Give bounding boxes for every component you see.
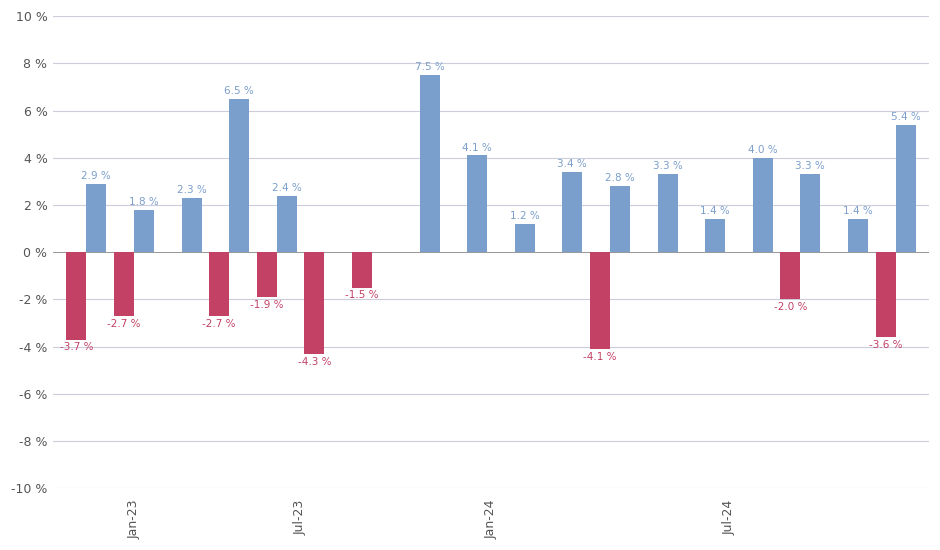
- Text: 2.9 %: 2.9 %: [82, 171, 111, 181]
- Bar: [276, 196, 297, 252]
- Bar: [562, 172, 583, 252]
- Text: 7.5 %: 7.5 %: [415, 62, 445, 72]
- Bar: [467, 156, 487, 252]
- Text: 4.0 %: 4.0 %: [748, 145, 777, 155]
- Text: 1.2 %: 1.2 %: [509, 211, 540, 221]
- Text: 1.8 %: 1.8 %: [129, 197, 159, 207]
- Bar: [67, 252, 86, 339]
- Bar: [419, 75, 440, 252]
- Text: 1.4 %: 1.4 %: [700, 206, 730, 216]
- Bar: [848, 219, 868, 252]
- Text: -2.7 %: -2.7 %: [202, 319, 236, 329]
- Bar: [610, 186, 630, 252]
- Text: 3.3 %: 3.3 %: [652, 162, 682, 172]
- Text: 1.4 %: 1.4 %: [843, 206, 873, 216]
- Bar: [257, 252, 276, 297]
- Bar: [114, 252, 134, 316]
- Text: -1.9 %: -1.9 %: [250, 300, 284, 310]
- Bar: [590, 252, 610, 349]
- Text: -1.5 %: -1.5 %: [345, 290, 379, 300]
- Text: 2.4 %: 2.4 %: [272, 183, 302, 192]
- Text: 2.3 %: 2.3 %: [177, 185, 207, 195]
- Bar: [229, 99, 249, 252]
- Text: 2.8 %: 2.8 %: [605, 173, 634, 183]
- Bar: [753, 158, 773, 252]
- Text: -3.6 %: -3.6 %: [869, 340, 902, 350]
- Bar: [352, 252, 372, 288]
- Bar: [896, 125, 916, 252]
- Text: 3.4 %: 3.4 %: [557, 159, 588, 169]
- Text: -2.7 %: -2.7 %: [107, 319, 141, 329]
- Text: 5.4 %: 5.4 %: [891, 112, 920, 122]
- Text: -2.0 %: -2.0 %: [774, 302, 807, 312]
- Text: -4.1 %: -4.1 %: [583, 352, 617, 362]
- Bar: [800, 174, 821, 252]
- Bar: [181, 198, 201, 252]
- Bar: [305, 252, 324, 354]
- Bar: [780, 252, 800, 299]
- Text: -3.7 %: -3.7 %: [59, 343, 93, 353]
- Bar: [86, 184, 106, 252]
- Text: 4.1 %: 4.1 %: [462, 142, 492, 152]
- Bar: [875, 252, 896, 337]
- Bar: [705, 219, 725, 252]
- Bar: [210, 252, 229, 316]
- Bar: [658, 174, 678, 252]
- Text: -4.3 %: -4.3 %: [298, 356, 331, 366]
- Text: 6.5 %: 6.5 %: [225, 86, 254, 96]
- Bar: [134, 210, 154, 252]
- Text: 3.3 %: 3.3 %: [795, 162, 825, 172]
- Bar: [515, 224, 535, 252]
